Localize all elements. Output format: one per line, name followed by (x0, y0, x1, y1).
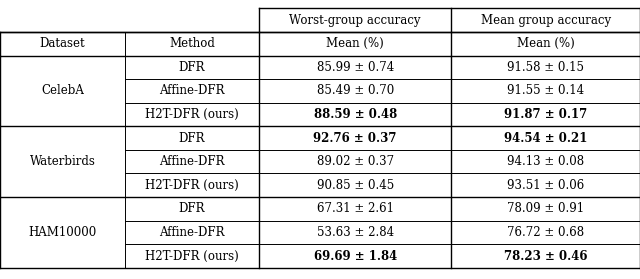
Text: H2T-DFR (ours): H2T-DFR (ours) (145, 108, 239, 121)
Text: 78.09 ± 0.91: 78.09 ± 0.91 (507, 202, 584, 215)
Text: 91.58 ± 0.15: 91.58 ± 0.15 (507, 61, 584, 74)
Text: 53.63 ± 2.84: 53.63 ± 2.84 (317, 226, 394, 239)
Text: Affine-DFR: Affine-DFR (159, 85, 225, 97)
Text: CelebA: CelebA (41, 85, 84, 97)
Text: Mean group accuracy: Mean group accuracy (481, 14, 611, 27)
Text: Worst-group accuracy: Worst-group accuracy (289, 14, 421, 27)
Text: Mean (%): Mean (%) (516, 37, 575, 50)
Text: 91.87 ± 0.17: 91.87 ± 0.17 (504, 108, 588, 121)
Text: HAM10000: HAM10000 (28, 226, 97, 239)
Text: 85.49 ± 0.70: 85.49 ± 0.70 (317, 85, 394, 97)
Text: DFR: DFR (179, 202, 205, 215)
Text: DFR: DFR (179, 132, 205, 145)
Text: 90.85 ± 0.45: 90.85 ± 0.45 (317, 179, 394, 192)
Text: 93.51 ± 0.06: 93.51 ± 0.06 (507, 179, 584, 192)
Text: 91.55 ± 0.14: 91.55 ± 0.14 (507, 85, 584, 97)
Text: H2T-DFR (ours): H2T-DFR (ours) (145, 179, 239, 192)
Text: Affine-DFR: Affine-DFR (159, 226, 225, 239)
Text: 67.31 ± 2.61: 67.31 ± 2.61 (317, 202, 394, 215)
Text: DFR: DFR (179, 61, 205, 74)
Text: Mean (%): Mean (%) (326, 37, 384, 50)
Text: Waterbirds: Waterbirds (29, 155, 95, 168)
Text: 69.69 ± 1.84: 69.69 ± 1.84 (314, 249, 397, 263)
Text: 76.72 ± 0.68: 76.72 ± 0.68 (507, 226, 584, 239)
Text: Affine-DFR: Affine-DFR (159, 155, 225, 168)
Text: Method: Method (169, 37, 215, 50)
Text: 94.54 ± 0.21: 94.54 ± 0.21 (504, 132, 588, 145)
Text: Dataset: Dataset (40, 37, 85, 50)
Text: 94.13 ± 0.08: 94.13 ± 0.08 (507, 155, 584, 168)
Text: 78.23 ± 0.46: 78.23 ± 0.46 (504, 249, 588, 263)
Text: 88.59 ± 0.48: 88.59 ± 0.48 (314, 108, 397, 121)
Text: 89.02 ± 0.37: 89.02 ± 0.37 (317, 155, 394, 168)
Text: 92.76 ± 0.37: 92.76 ± 0.37 (314, 132, 397, 145)
Text: 85.99 ± 0.74: 85.99 ± 0.74 (317, 61, 394, 74)
Text: H2T-DFR (ours): H2T-DFR (ours) (145, 249, 239, 263)
